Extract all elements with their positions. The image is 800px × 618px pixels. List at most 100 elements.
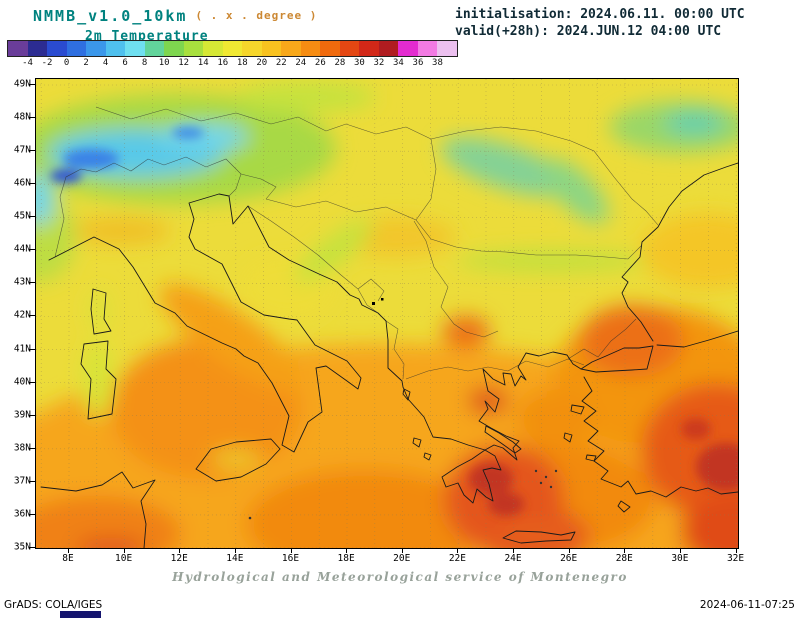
coast-peloponnese xyxy=(441,449,502,504)
axis-tick xyxy=(29,84,35,85)
lon-label: 16E xyxy=(281,553,300,564)
lat-label: 46N xyxy=(13,177,31,189)
coast-black-sea-west xyxy=(621,162,739,342)
colorbar-cell xyxy=(125,41,145,56)
axis-tick xyxy=(568,548,570,553)
lat-label: 49N xyxy=(13,78,31,90)
colorbar-tick-label: -4 xyxy=(22,58,33,68)
lat-label: 35N xyxy=(13,541,31,553)
colorbar-cell xyxy=(144,41,165,56)
lat-label: 41N xyxy=(13,343,31,355)
colorbar-cell xyxy=(320,41,340,56)
model-title: NMMB_v1.0_10km xyxy=(33,7,188,25)
lon-label: 26E xyxy=(560,553,578,564)
colorbar-tick-label: 30 xyxy=(353,58,365,68)
island-crete xyxy=(502,530,576,544)
axis-tick xyxy=(29,150,35,152)
colorbar-tick-label: 10 xyxy=(158,58,170,68)
axis-tick xyxy=(29,282,35,284)
temperature-colorbar: -4 -2 0 2 4 6 8 10 12 14 16 18 20 22 24 26 28 30 32 34 36 38 xyxy=(7,40,458,71)
colorbar-cells xyxy=(7,40,458,57)
axis-tick xyxy=(29,183,35,185)
colorbar-cell xyxy=(183,41,204,56)
axis-tick xyxy=(401,548,403,553)
axis-tick xyxy=(29,315,35,317)
axis-tick xyxy=(234,548,236,553)
colorbar-tick-label: 16 xyxy=(217,58,229,68)
colorbar-cell xyxy=(378,41,399,56)
lon-label: 30E xyxy=(671,553,689,564)
valid-time: valid(+28h): 2024.JUN.12 04:00 UTC xyxy=(455,24,722,39)
axis-tick xyxy=(29,117,35,119)
lon-label: 18E xyxy=(337,553,355,564)
axis-tick xyxy=(29,480,35,482)
axis-tick xyxy=(346,548,348,553)
island-samos xyxy=(585,454,597,462)
lat-label: 48N xyxy=(13,111,31,123)
island-sardinia xyxy=(80,340,117,420)
colorbar-tick-label: 18 xyxy=(236,58,248,68)
island-zakynthos xyxy=(423,452,432,461)
colorbar-cell xyxy=(203,41,223,56)
graticule xyxy=(36,79,738,549)
temperature-map xyxy=(0,79,800,618)
colorbar-cell xyxy=(8,41,28,56)
axis-tick xyxy=(29,513,35,515)
colorbar-cell xyxy=(300,41,321,56)
lon-label: 14E xyxy=(226,553,244,564)
colorbar-cell xyxy=(27,41,48,56)
service-credit: Hydrological and Meteorological service … xyxy=(172,570,628,584)
colorbar-tick-label: 38 xyxy=(432,58,443,68)
islands-cyclades xyxy=(534,469,558,489)
initialisation-time: initialisation: 2024.06.11. 00:00 UTC xyxy=(455,7,745,22)
coast-north-greece xyxy=(478,351,582,461)
colorbar-cell xyxy=(222,41,243,56)
colorbar-tick-label: 32 xyxy=(373,58,385,68)
axis-tick xyxy=(29,381,35,383)
colorbar-tick-label: 34 xyxy=(393,58,404,68)
axis-tick xyxy=(29,348,35,350)
island-rhodes xyxy=(617,500,631,513)
lon-label: 8E xyxy=(62,553,74,564)
temperature-field xyxy=(0,79,800,618)
colorbar-tick-label: 28 xyxy=(334,58,346,68)
colorbar-tick-label: 6 xyxy=(122,58,128,68)
grads-credit: GrADS: COLA/IGES xyxy=(4,599,103,611)
lat-label: 45N xyxy=(13,210,31,222)
island-corsica xyxy=(90,288,112,335)
axis-tick xyxy=(29,546,35,548)
island-kefalonia xyxy=(412,437,422,448)
colorbar-tick-label: 4 xyxy=(102,58,109,68)
colorbar-cell xyxy=(47,41,67,56)
colorbar-tick-label: 24 xyxy=(295,58,307,68)
header-right: initialisation: 2024.06.11. 00:00 UTC va… xyxy=(455,6,745,40)
colorbar-cell xyxy=(359,41,379,56)
island-sicily xyxy=(195,438,281,482)
lat-label: 47N xyxy=(13,144,31,156)
coast-africa xyxy=(40,471,156,549)
lat-label: 37N xyxy=(13,475,31,487)
colorbar-cell xyxy=(105,41,126,56)
country-borders xyxy=(54,106,659,380)
axis-tick xyxy=(29,216,35,218)
colorbar-tick-label: 8 xyxy=(141,58,148,68)
axis-tick xyxy=(179,548,181,553)
lon-label: 10E xyxy=(115,553,133,564)
model-subtitle: ( . x . degree ) xyxy=(195,9,318,22)
lat-label: 44N xyxy=(13,243,31,255)
island-malta xyxy=(248,516,252,520)
lon-label: 22E xyxy=(448,553,466,564)
axis-tick xyxy=(624,548,626,553)
coastlines xyxy=(40,162,739,549)
colorbar-cell xyxy=(398,41,418,56)
city-markers xyxy=(372,298,384,305)
axis-tick xyxy=(68,548,69,553)
variable-title: 2m Temperature xyxy=(85,29,209,44)
colorbar-tick-label: 12 xyxy=(178,58,190,68)
colorbar-cell xyxy=(417,41,438,56)
island-lesbos xyxy=(570,404,585,415)
colorbar-tick-label: -2 xyxy=(41,58,53,68)
coast-italy-adriatic xyxy=(48,193,486,453)
colorbar-cell xyxy=(66,41,87,56)
